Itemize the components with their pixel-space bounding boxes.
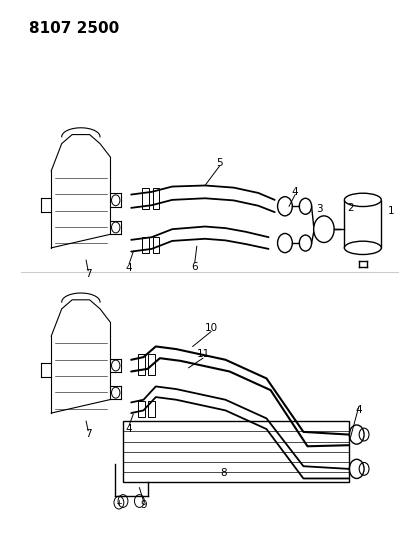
Text: 9: 9 [140, 500, 146, 510]
Text: 4: 4 [291, 187, 298, 197]
Bar [138, 401, 144, 417]
Bar [152, 188, 159, 209]
Text: 1: 1 [387, 206, 394, 215]
Ellipse shape [344, 193, 380, 207]
Bar [142, 188, 148, 209]
Text: 8: 8 [220, 468, 226, 478]
Bar [123, 421, 348, 482]
Bar [148, 401, 155, 417]
Text: 7: 7 [85, 270, 91, 279]
Text: 4: 4 [126, 424, 132, 434]
Bar [148, 354, 155, 375]
Text: 5: 5 [216, 158, 222, 167]
Bar [138, 354, 144, 375]
Text: 8107 2500: 8107 2500 [29, 21, 119, 36]
Bar [152, 237, 159, 253]
Text: 6: 6 [191, 262, 198, 271]
Bar [142, 237, 148, 253]
Text: 4: 4 [126, 263, 132, 272]
Text: 7: 7 [85, 430, 91, 439]
Text: 11: 11 [196, 350, 209, 359]
Ellipse shape [344, 241, 380, 255]
Text: 3: 3 [316, 204, 322, 214]
Text: 4: 4 [355, 406, 361, 415]
Text: 2: 2 [346, 203, 353, 213]
Text: 10: 10 [204, 323, 217, 333]
Bar [344, 200, 380, 248]
